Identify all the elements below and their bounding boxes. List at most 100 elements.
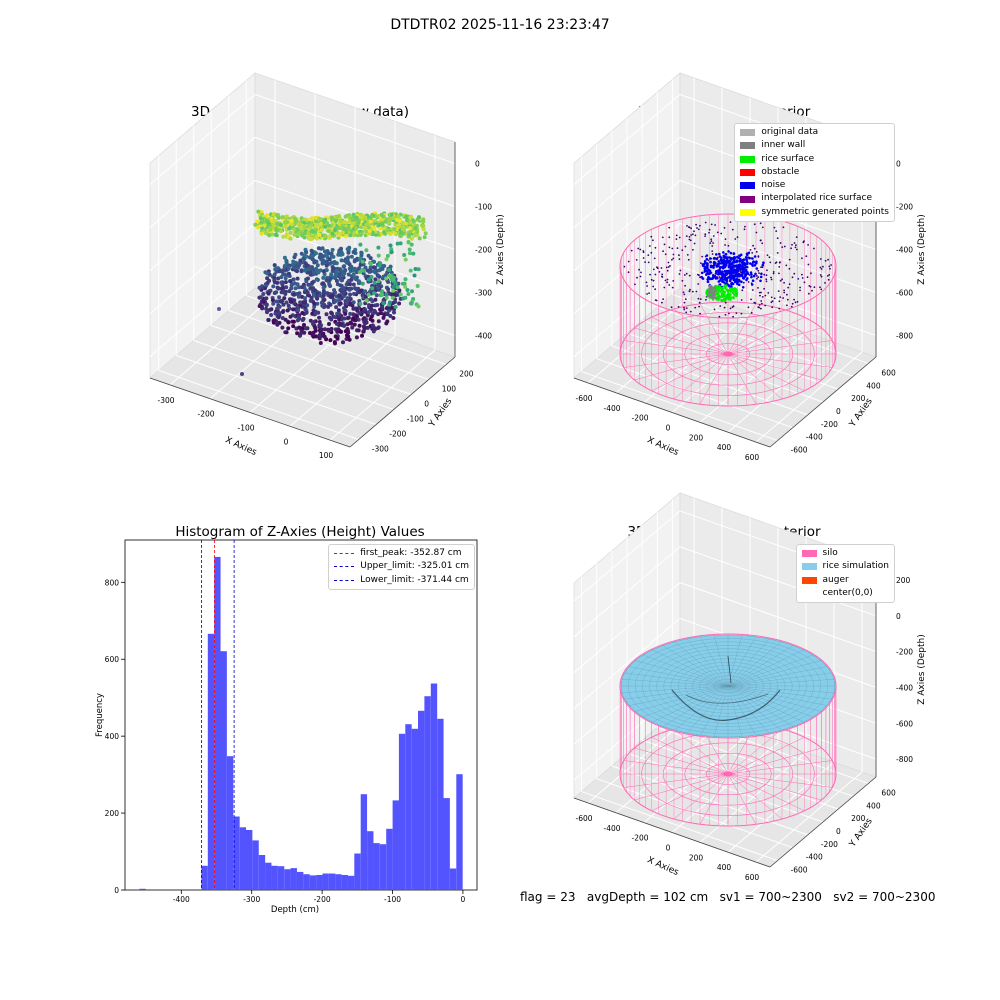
data-point bbox=[288, 314, 293, 319]
data-point bbox=[304, 289, 309, 294]
data-point bbox=[282, 255, 287, 260]
data-point bbox=[327, 257, 332, 262]
data-point bbox=[257, 285, 262, 290]
y-tick-label: -200 bbox=[821, 840, 838, 849]
data-point bbox=[357, 311, 362, 315]
data-point bbox=[334, 321, 339, 326]
y-tick-label: 0 bbox=[836, 827, 841, 836]
data-point bbox=[324, 268, 329, 273]
data-point bbox=[356, 328, 361, 333]
data-point bbox=[280, 286, 285, 291]
legend-entry: auger bbox=[801, 574, 889, 587]
data-point bbox=[300, 294, 304, 299]
data-point bbox=[370, 323, 375, 328]
data-point bbox=[267, 272, 272, 277]
data-point bbox=[320, 260, 325, 265]
data-point bbox=[351, 282, 356, 287]
data-point bbox=[266, 291, 271, 296]
y-axis-line bbox=[349, 356, 456, 448]
data-point bbox=[363, 317, 368, 322]
data-point bbox=[338, 249, 343, 254]
data-point bbox=[372, 269, 377, 274]
data-point bbox=[348, 292, 353, 297]
legend-swatch bbox=[801, 563, 817, 571]
data-point bbox=[355, 314, 359, 319]
data-point bbox=[271, 301, 276, 306]
data-point bbox=[373, 277, 378, 282]
data-point bbox=[380, 306, 385, 311]
data-point bbox=[284, 330, 289, 335]
x-tick-label: -200 bbox=[631, 834, 648, 843]
data-point bbox=[291, 324, 296, 329]
data-point bbox=[316, 246, 321, 251]
grid-line bbox=[289, 335, 396, 427]
data-point bbox=[302, 300, 307, 305]
data-point bbox=[313, 326, 318, 331]
data-point bbox=[376, 282, 381, 287]
data-point bbox=[298, 258, 303, 263]
data-point bbox=[284, 260, 289, 265]
data-point bbox=[349, 286, 354, 291]
data-point bbox=[310, 332, 315, 337]
z-tick-label: 200 bbox=[896, 576, 911, 585]
data-point bbox=[346, 334, 351, 339]
data-point bbox=[315, 263, 320, 268]
data-point bbox=[339, 269, 344, 274]
data-point bbox=[324, 259, 329, 264]
data-point bbox=[351, 312, 356, 317]
data-point bbox=[326, 251, 331, 256]
data-point bbox=[363, 265, 368, 270]
grid-line bbox=[158, 370, 359, 440]
data-point bbox=[363, 325, 368, 330]
data-point bbox=[272, 272, 277, 277]
data-point bbox=[367, 303, 371, 308]
data-point bbox=[283, 263, 287, 268]
data-point bbox=[329, 272, 334, 277]
data-point bbox=[279, 275, 284, 280]
data-point bbox=[295, 331, 300, 336]
data-point bbox=[271, 284, 276, 289]
x-tick-label: -600 bbox=[575, 814, 592, 823]
data-point bbox=[319, 300, 324, 305]
data-point bbox=[321, 289, 326, 293]
data-point bbox=[330, 247, 335, 252]
data-point bbox=[351, 272, 356, 277]
legend-swatch bbox=[801, 550, 817, 558]
data-point bbox=[366, 253, 371, 258]
data-point bbox=[397, 288, 402, 293]
data-point bbox=[357, 280, 362, 285]
data-point bbox=[284, 300, 289, 305]
data-point bbox=[389, 305, 394, 310]
data-point bbox=[299, 285, 304, 290]
data-point bbox=[305, 303, 310, 308]
grid-line bbox=[176, 355, 377, 425]
data-point bbox=[315, 301, 320, 306]
data-point bbox=[354, 335, 359, 340]
data-point bbox=[336, 252, 341, 257]
data-point bbox=[289, 283, 294, 288]
data-point bbox=[355, 256, 360, 261]
data-point bbox=[312, 304, 317, 309]
data-point bbox=[357, 323, 362, 328]
data-point bbox=[280, 310, 285, 314]
status-footer: flag = 23 avgDepth = 102 cm sv1 = 700~23… bbox=[520, 890, 936, 904]
data-point bbox=[338, 283, 343, 288]
data-point bbox=[276, 286, 281, 291]
data-point bbox=[300, 326, 305, 331]
grid-line bbox=[149, 93, 456, 185]
data-point bbox=[321, 293, 326, 298]
data-point bbox=[329, 317, 334, 322]
data-point bbox=[311, 272, 316, 276]
data-point bbox=[309, 248, 314, 253]
data-point bbox=[376, 286, 381, 291]
z-tick-label: -100 bbox=[475, 203, 492, 212]
y-tick-label: -600 bbox=[791, 866, 808, 875]
data-point bbox=[327, 261, 332, 266]
data-point bbox=[329, 251, 334, 256]
grid-line bbox=[209, 308, 316, 400]
data-point bbox=[313, 288, 317, 293]
data-point bbox=[349, 254, 354, 259]
rice-surface-mesh bbox=[621, 635, 835, 737]
data-point bbox=[263, 286, 267, 291]
